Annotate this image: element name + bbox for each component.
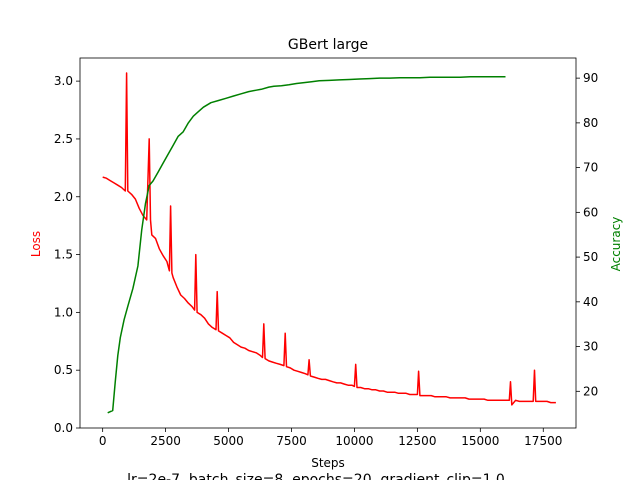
right-tick-label: 50 <box>583 250 598 264</box>
right-tick-label: 70 <box>583 161 598 175</box>
x-tick-label: 17500 <box>524 434 562 448</box>
x-tick-label: 5000 <box>213 434 244 448</box>
left-axis-label: Loss <box>29 231 43 257</box>
axes-frame <box>79 57 577 429</box>
loss-series <box>102 72 556 406</box>
x-tick-label: 7500 <box>276 434 307 448</box>
right-tick-label: 80 <box>583 116 598 130</box>
chart-title: GBert large <box>288 37 368 53</box>
x-tick-label: 10000 <box>335 434 373 448</box>
left-tick-label: 2.5 <box>54 132 73 146</box>
x-tick-label: 0 <box>99 434 107 448</box>
right-tick-label: 90 <box>583 71 598 85</box>
axes <box>76 57 580 432</box>
left-tick-label: 0.0 <box>54 421 73 435</box>
accuracy-series <box>107 76 506 414</box>
right-tick-label: 20 <box>583 384 598 398</box>
x-tick-label: 15000 <box>461 434 499 448</box>
left-tick-label: 2.0 <box>54 190 73 204</box>
x-tick-label: 2500 <box>150 434 181 448</box>
right-axis-label: Accuracy <box>609 217 623 272</box>
right-tick-label: 30 <box>583 340 598 354</box>
right-tick-label: 40 <box>583 295 598 309</box>
accuracy-line <box>107 76 506 414</box>
loss-line <box>102 72 556 406</box>
left-tick-label: 0.5 <box>54 363 73 377</box>
x-tick-label: 12500 <box>398 434 436 448</box>
hyperparameter-footer: lr=2e-7, batch_size=8, epochs=20, gradie… <box>127 472 505 480</box>
left-tick-label: 1.0 <box>54 305 73 319</box>
left-tick-label: 1.5 <box>54 248 73 262</box>
right-tick-label: 60 <box>583 205 598 219</box>
tick-labels: 0 2500 5000 7500 10000 12500 15000 17500 0.0 0.5 1… <box>54 71 598 448</box>
left-tick-label: 3.0 <box>54 74 73 88</box>
x-axis-label: Steps <box>311 456 345 470</box>
